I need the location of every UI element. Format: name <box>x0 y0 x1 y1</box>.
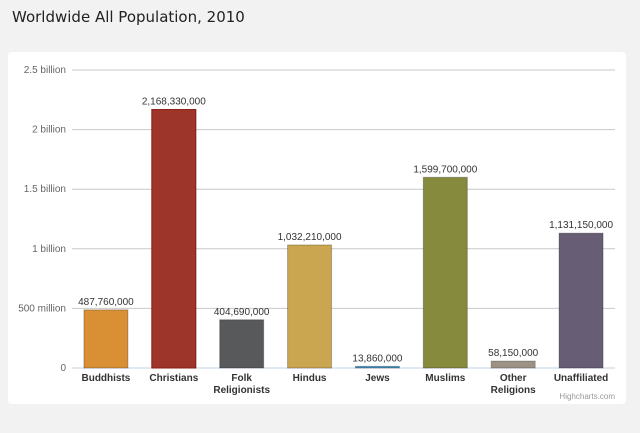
x-tick-label: Folk Religionists <box>213 373 270 396</box>
y-tick-label: 500 million <box>18 303 66 314</box>
bar-jews <box>354 365 400 369</box>
bar-buddhists <box>83 309 129 369</box>
x-tick-label: Hindus <box>293 373 327 384</box>
chart-title: Worldwide All Population, 2010 <box>12 8 245 26</box>
x-tick-label: Unaffiliated <box>554 373 608 384</box>
y-tick-label: 1.5 billion <box>24 184 66 195</box>
bar-hindus <box>287 244 333 369</box>
bar-unaffiliated <box>558 232 604 369</box>
y-tick-label: 1 billion <box>32 244 66 255</box>
data-label: 1,131,150,000 <box>549 220 613 231</box>
data-label: 487,760,000 <box>78 297 134 308</box>
y-tick-label: 0 <box>60 363 66 374</box>
data-label: 58,150,000 <box>488 348 538 359</box>
bar-other-religions <box>490 360 536 369</box>
bar-folk-religionists <box>219 319 265 369</box>
bar-christians <box>151 109 197 369</box>
x-tick-label: Christians <box>149 373 198 384</box>
y-tick-label: 2.5 billion <box>24 65 66 76</box>
data-label: 13,860,000 <box>352 353 402 364</box>
data-label: 1,032,210,000 <box>278 232 342 243</box>
x-tick-label: Jews <box>365 373 390 384</box>
data-label: 1,599,700,000 <box>413 164 477 175</box>
x-tick-label: Buddhists <box>81 373 130 384</box>
credits-link[interactable]: Highcharts.com <box>559 392 615 401</box>
y-tick-label: 2 billion <box>32 125 66 136</box>
data-label: 2,168,330,000 <box>142 97 206 108</box>
x-tick-label: Muslims <box>425 373 465 384</box>
x-tick-label: Other Religions <box>491 373 536 396</box>
bar-muslims <box>422 176 468 369</box>
data-label: 404,690,000 <box>214 307 270 318</box>
